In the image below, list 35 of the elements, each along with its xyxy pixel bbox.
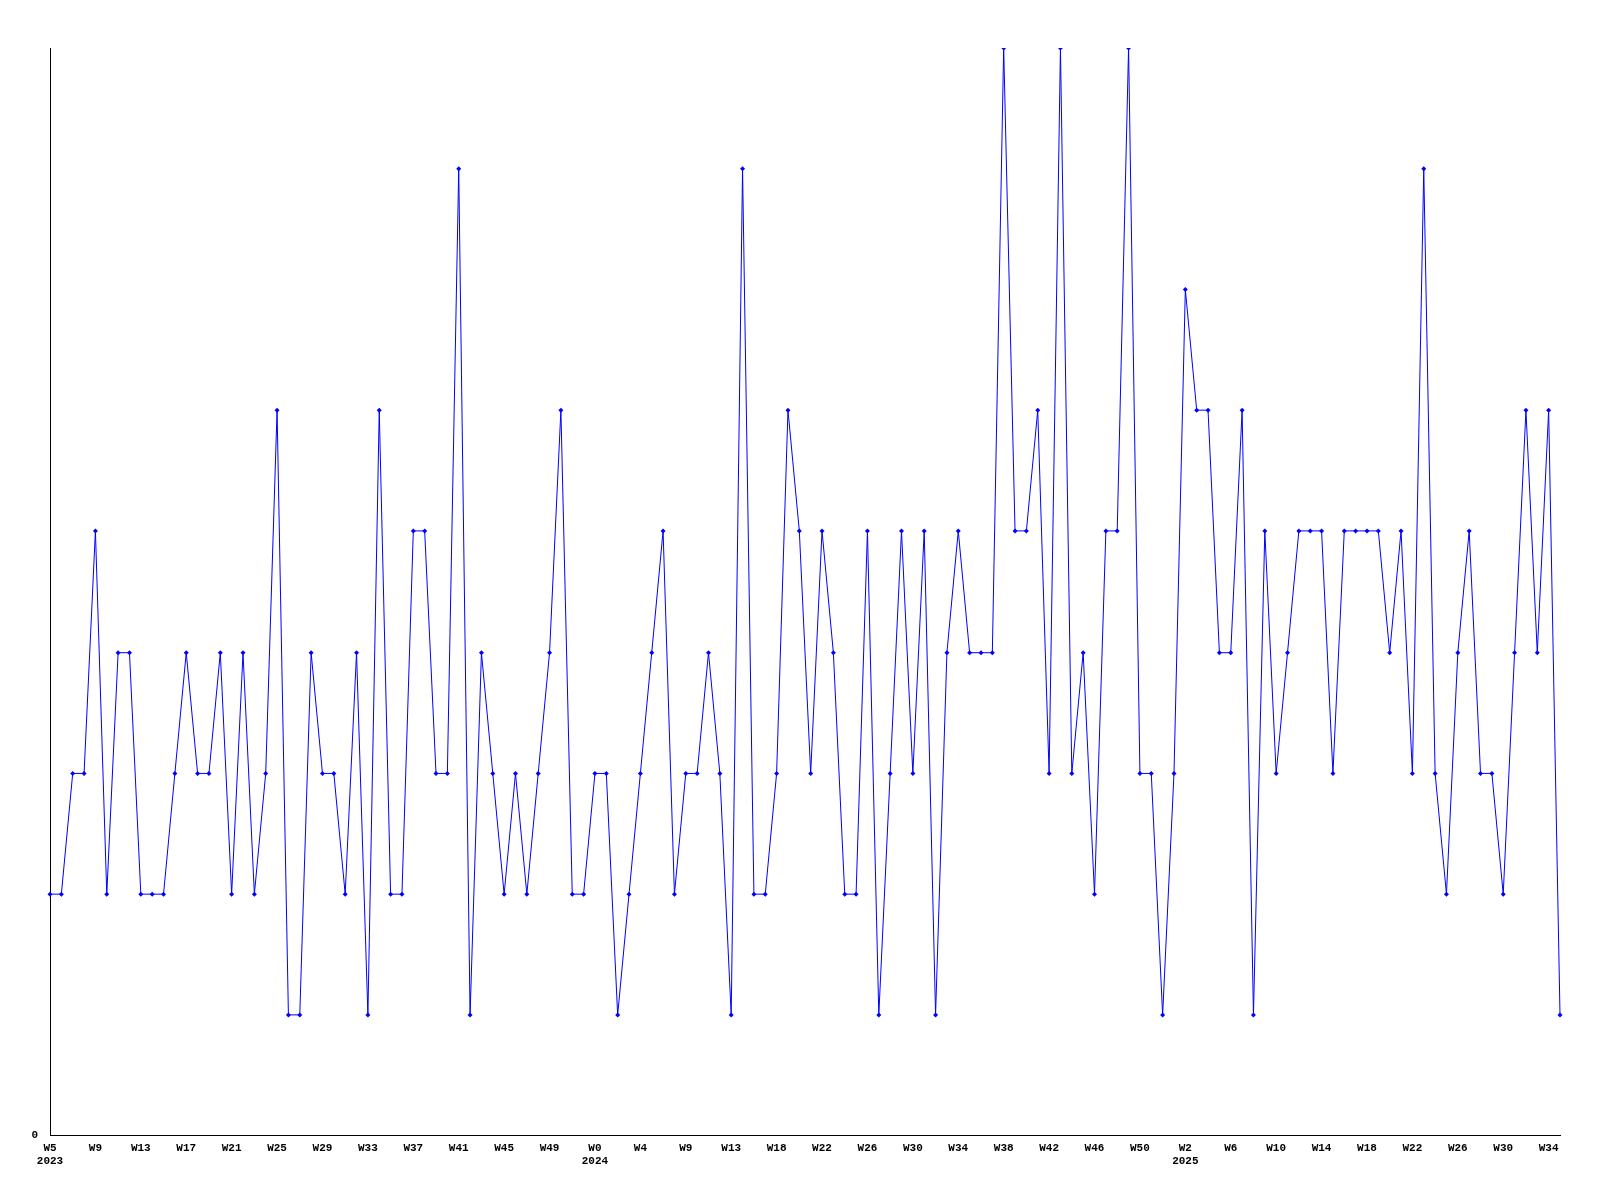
x-tick-label: W26 (857, 1141, 878, 1154)
x-tick-label: W34 (1538, 1141, 1559, 1154)
x-tick-label: W2 2025 (1172, 1141, 1199, 1168)
x-tick-label: W14 (1311, 1141, 1332, 1154)
x-tick-label: W25 (267, 1141, 288, 1154)
x-tick-label: W50 (1130, 1141, 1150, 1154)
x-tick-label: W49 (539, 1141, 560, 1154)
x-tick-label: W26 (1447, 1141, 1468, 1154)
x-tick-label: W9 (679, 1141, 693, 1154)
x-tick-label: W9 (88, 1141, 103, 1154)
x-tick-label: W38 (993, 1141, 1014, 1154)
x-tick-label: W21 (221, 1141, 242, 1154)
x-tick-label: W5 2023 (36, 1141, 64, 1168)
x-tick-label: W10 (1266, 1141, 1287, 1154)
x-tick-label: W29 (312, 1141, 333, 1154)
x-tick-label: W18 (1357, 1141, 1378, 1154)
x-tick-label: W42 (1039, 1141, 1059, 1154)
text: 0 (31, 1129, 38, 1142)
x-tick-label: W0 2024 (581, 1141, 609, 1168)
x-tick-label: W13 (130, 1141, 152, 1154)
x-tick-label: W41 (448, 1141, 470, 1154)
x-tick-label: W33 (357, 1141, 379, 1154)
x-tick-label: W13 (721, 1141, 742, 1154)
x-tick-label: W17 (176, 1141, 197, 1154)
x-tick-label: W46 (1084, 1141, 1105, 1154)
x-tick-label: W22 (812, 1141, 832, 1154)
x-tick-label: W45 (494, 1141, 515, 1154)
x-tick-label: W18 (766, 1141, 787, 1154)
x-tick-label: W37 (403, 1141, 424, 1154)
x-tick-label: W34 (948, 1141, 969, 1154)
x-tick-label: W30 (902, 1141, 923, 1154)
x-tick-label: W30 (1493, 1141, 1514, 1154)
x-tick-label: W4 (633, 1141, 648, 1154)
x-tick-label: W6 (1224, 1141, 1238, 1154)
x-tick-label: W22 (1402, 1141, 1423, 1154)
